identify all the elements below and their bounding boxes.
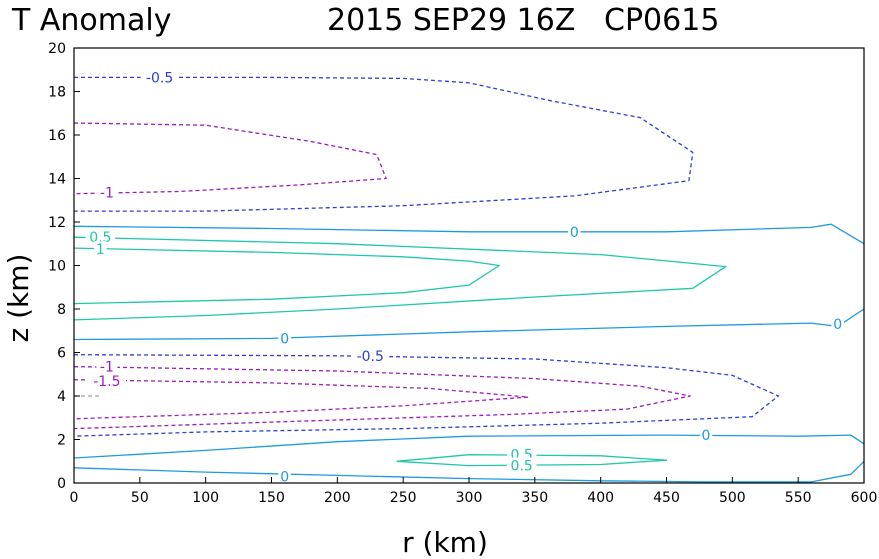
- contour-label-bg-0: [140, 69, 179, 86]
- contour-label-bg-8: [96, 358, 118, 375]
- chart-subtitle: 2015 SEP29 16Z CP0615: [327, 3, 719, 38]
- contour-label-7: -0.5: [357, 349, 384, 365]
- contour-label-4: 1: [96, 242, 105, 258]
- x-tick-label-7: 350: [521, 490, 548, 506]
- contour-label-8: -1: [100, 360, 114, 376]
- y-tick-label-4: 8: [57, 302, 66, 318]
- contour-label-bg-1: [96, 184, 118, 201]
- y-tick-label-3: 6: [57, 346, 66, 362]
- y-axis-label: z (km): [2, 254, 35, 343]
- y-tick-label-0: 0: [57, 476, 66, 492]
- contour-line-4: [73, 247, 500, 305]
- x-tick-label-11: 550: [785, 490, 812, 506]
- y-tick-label-9: 18: [48, 85, 66, 101]
- x-tick-label-3: 150: [258, 490, 285, 506]
- x-tick-label-9: 450: [653, 490, 680, 506]
- contour-label-9: -1.5: [93, 374, 120, 390]
- y-tick-label-7: 14: [48, 172, 66, 188]
- contour-label-1: -1: [100, 186, 114, 202]
- contour-label-12: 0.5: [511, 459, 533, 475]
- contour-label-bg-6: [831, 316, 844, 333]
- contour-label-10: 0: [702, 428, 711, 444]
- contour-label-bg-13: [278, 468, 291, 485]
- plot-frame: [73, 47, 865, 484]
- contour-label-bg-4: [94, 241, 107, 258]
- y-tick-label-5: 10: [48, 259, 66, 275]
- contour-label-2: 0: [570, 225, 579, 241]
- contour-line-6: [73, 354, 780, 437]
- contour-label-bg-7: [351, 347, 390, 364]
- x-tick-label-12: 600: [851, 490, 878, 506]
- contour-label-bg-5: [278, 330, 291, 347]
- contour-label-bg-2: [568, 223, 581, 240]
- contour-line-10: [73, 434, 865, 459]
- y-tick-label-6: 12: [48, 215, 66, 231]
- x-tick-label-2: 100: [192, 490, 219, 506]
- x-tick-label-1: 50: [131, 490, 149, 506]
- contour-lines: [73, 76, 865, 483]
- contour-line-11: [396, 454, 668, 467]
- contour-label-0: -0.5: [146, 70, 173, 86]
- contour-line-8: [73, 379, 529, 420]
- x-tick-label-4: 200: [324, 490, 351, 506]
- contour-line-7: [73, 365, 691, 430]
- contour-label-bg-9: [87, 372, 126, 389]
- x-tick-label-8: 400: [587, 490, 614, 506]
- contour-label-6: 0: [833, 317, 842, 333]
- y-axis-ticks: 0 2 4 6 8 10 12 14 16 18 20: [48, 41, 80, 492]
- contour-line-5: [73, 308, 865, 341]
- y-tick-label-1: 2: [57, 433, 66, 449]
- y-tick-label-10: 20: [48, 41, 66, 57]
- x-axis-ticks: 0 50 100 150 200 250 300 350 400 450 500 550 600: [70, 477, 878, 506]
- contour-label-13: 0: [280, 469, 289, 485]
- x-tick-label-0: 0: [70, 490, 79, 506]
- contour-label-5: 0: [280, 331, 289, 347]
- contour-label-bg-3: [85, 229, 116, 246]
- x-tick-label-10: 500: [719, 490, 746, 506]
- contour-line-2: [73, 223, 865, 245]
- y-tick-label-2: 4: [57, 389, 66, 405]
- contour-line-1: [73, 122, 387, 195]
- contour-label-bg-10: [699, 427, 713, 444]
- chart-title: T Anomaly: [11, 3, 171, 38]
- x-tick-label-5: 250: [390, 490, 417, 506]
- contour-label-bg-12: [506, 457, 537, 474]
- x-axis-label: r (km): [402, 526, 488, 559]
- contour-line-0: [74, 76, 694, 212]
- y-tick-label-8: 16: [48, 128, 66, 144]
- x-tick-label-6: 300: [456, 490, 483, 506]
- contour-line-3: [73, 236, 727, 321]
